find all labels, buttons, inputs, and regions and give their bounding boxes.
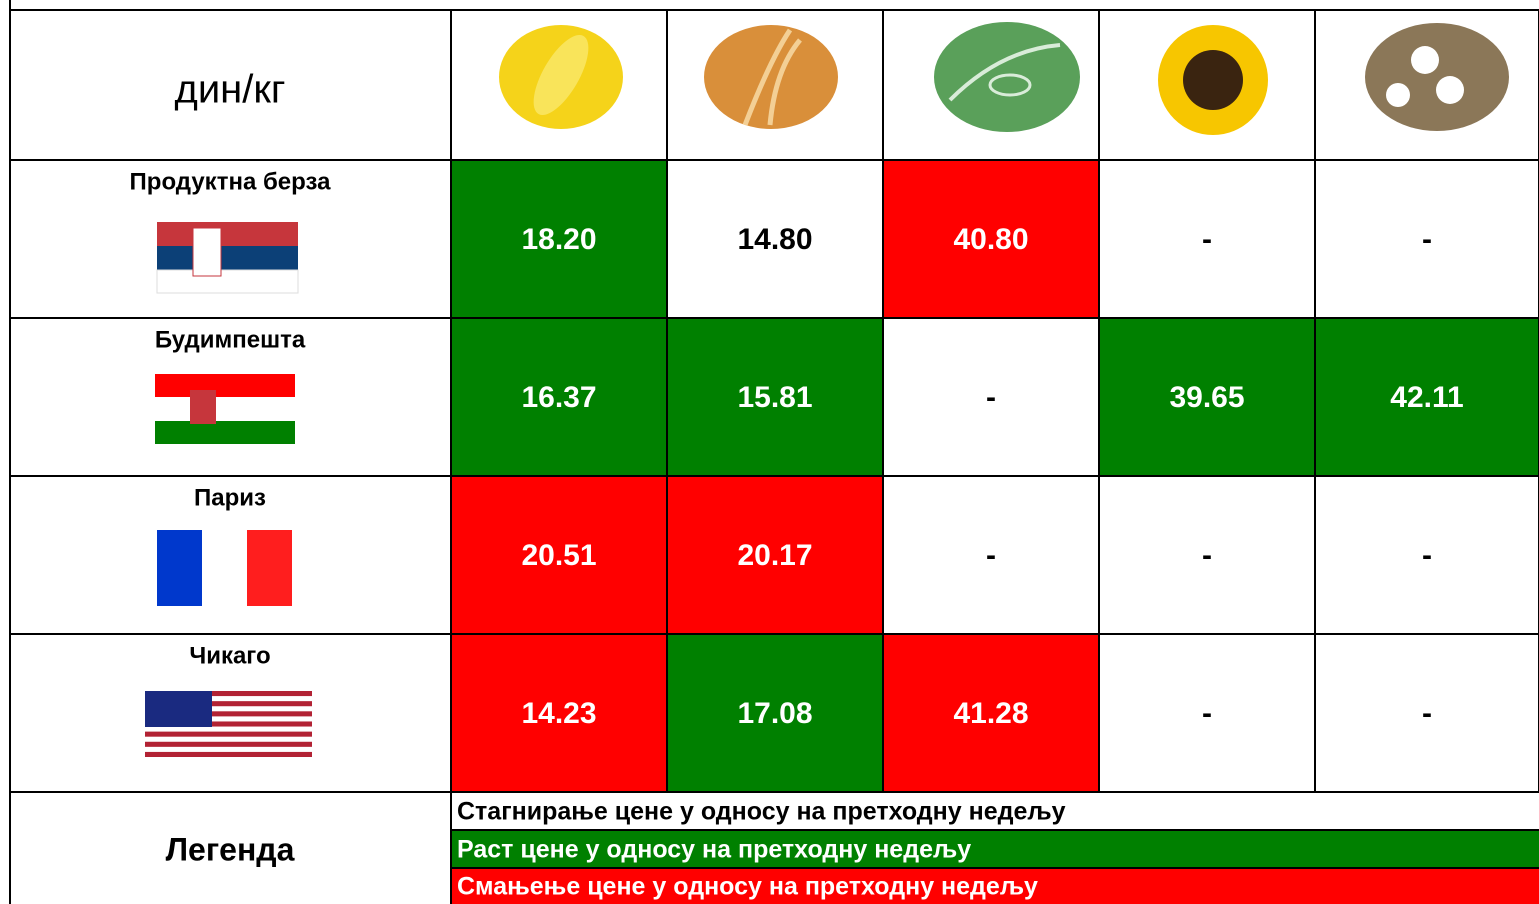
cotton-icon — [1365, 23, 1509, 131]
price-value: - — [1422, 223, 1432, 256]
price-value: 40.80 — [953, 223, 1028, 256]
price-value: - — [1422, 539, 1432, 572]
price-value: 20.51 — [521, 539, 596, 572]
legend-text: Раст цене у односу на претходну недељу — [457, 836, 971, 864]
flag-stripe — [212, 721, 312, 726]
price-value: - — [986, 539, 996, 572]
price-value: - — [1422, 697, 1432, 730]
price-value: 18.20 — [521, 223, 596, 256]
price-value: 16.37 — [521, 381, 596, 414]
legend-text: Смањење цене у односу на претходну недељ… — [457, 873, 1038, 901]
price-value: 14.23 — [521, 697, 596, 730]
flag-france — [157, 530, 292, 606]
price-value: 20.17 — [737, 539, 812, 572]
flag-stripe — [212, 701, 312, 706]
wheat-icon — [704, 25, 838, 129]
price-value: 15.81 — [737, 381, 812, 414]
price-table: Продуктна берза 18.20 14.80 40.80 - - Будимпеш… — [0, 0, 1539, 904]
market-name: Париз — [194, 484, 266, 511]
flag-stripe — [212, 691, 312, 696]
price-value: 14.80 — [737, 223, 812, 256]
flag-hungary — [155, 374, 295, 444]
legend-title: Легенда — [166, 831, 295, 867]
market-name: Продуктна берза — [130, 168, 332, 195]
flag-stripe — [145, 732, 312, 737]
price-value: 39.65 — [1169, 381, 1244, 414]
price-value: 41.28 — [953, 697, 1028, 730]
flag-stripe — [145, 752, 312, 757]
price-value: - — [1202, 697, 1212, 730]
price-value: 42.11 — [1390, 381, 1463, 414]
unit-header: дин/кг — [175, 68, 286, 112]
price-value: 17.08 — [737, 697, 812, 730]
flag-stripe — [212, 711, 312, 716]
market-name: Будимпешта — [155, 326, 306, 353]
legend-text: Стагнирање цене у односу на претходну не… — [457, 798, 1066, 826]
price-value: - — [1202, 223, 1212, 256]
legend: Легенда Стагнирање цене у односу на претх… — [166, 792, 1539, 904]
flag-stripe — [145, 742, 312, 747]
market-name: Чикаго — [189, 642, 270, 669]
corn-icon — [499, 25, 623, 129]
price-value: - — [1202, 539, 1212, 572]
flag-serbia — [157, 222, 298, 293]
flag-usa — [145, 691, 312, 757]
price-value: - — [986, 381, 996, 414]
sunflower-icon — [1135, 2, 1291, 158]
soy-icon — [934, 22, 1080, 132]
